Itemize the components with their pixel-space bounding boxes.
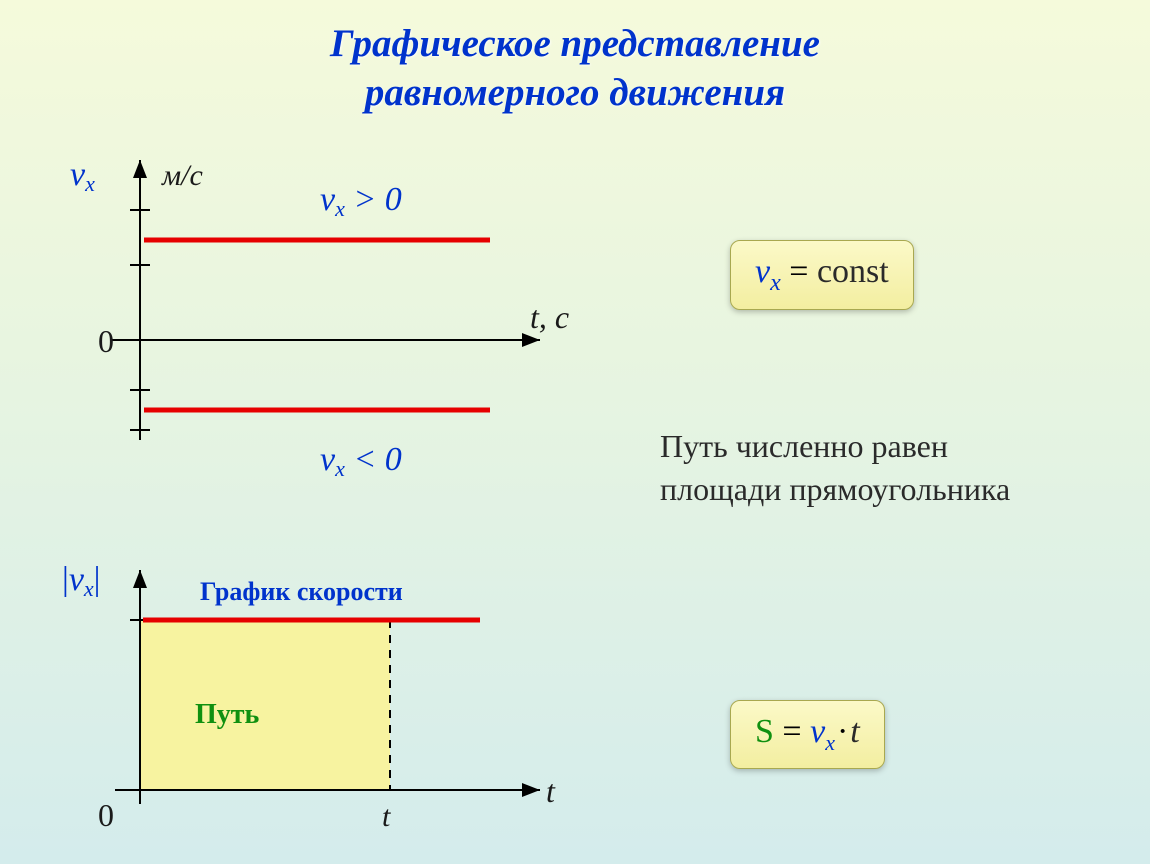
statement-line-1: Путь численно равен [660, 428, 948, 464]
svg-text:Путь: Путь [195, 699, 260, 730]
title-line-1: Графическое представление [330, 22, 820, 65]
svg-text:t, c: t, c [530, 299, 569, 335]
svg-text:vx: vx [70, 156, 95, 196]
svg-text:t: t [546, 773, 556, 809]
svg-text:|vx|: |vx| [62, 561, 100, 601]
charts-container: vx м/с 0 t, c vx > 0 vx < 0 |vx| График скорост… [60, 150, 620, 850]
formula2-sub: x [825, 730, 835, 755]
charts-svg: vx м/с 0 t, c vx > 0 vx < 0 |vx| График скорост… [60, 150, 620, 850]
svg-text:0: 0 [98, 323, 114, 359]
svg-text:0: 0 [98, 797, 114, 833]
formula2-dot: · [835, 713, 850, 750]
path-area-statement: Путь численно равен площади прямоугольни… [660, 425, 1010, 511]
formula-velocity-const: vx = const [730, 240, 914, 310]
svg-text:vx < 0: vx < 0 [320, 441, 402, 481]
svg-text:м/с: м/с [161, 159, 203, 192]
formula1-eq: = [781, 253, 817, 290]
formula1-v: v [755, 253, 770, 290]
formula2-t: t [850, 713, 859, 750]
statement-line-2: площади прямоугольника [660, 471, 1010, 507]
formula2-eq: = [774, 713, 810, 750]
page-title: Графическое представление равномерного д… [0, 0, 1150, 118]
formula-path: S = vx·t [730, 700, 885, 769]
title-line-2: равномерного движения [365, 71, 785, 114]
formula2-S: S [755, 713, 774, 750]
svg-text:t: t [382, 800, 391, 833]
formula1-sub: x [770, 270, 781, 296]
formula2-v: v [810, 713, 825, 750]
svg-text:vx > 0: vx > 0 [320, 181, 402, 221]
svg-text:График скорости: График скорости [200, 577, 403, 606]
formula1-rhs: const [817, 253, 889, 290]
